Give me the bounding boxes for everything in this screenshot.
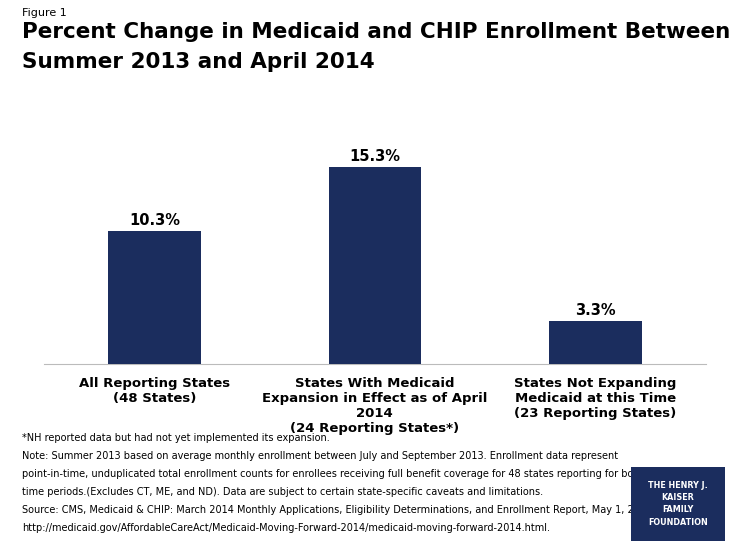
Text: THE HENRY J.
KAISER
FAMILY
FOUNDATION: THE HENRY J. KAISER FAMILY FOUNDATION xyxy=(648,481,708,527)
Text: Note: Summer 2013 based on average monthly enrollment between July and September: Note: Summer 2013 based on average month… xyxy=(22,451,618,461)
Text: http://medicaid.gov/AffordableCareAct/Medicaid-Moving-Forward-2014/medicaid-movi: http://medicaid.gov/AffordableCareAct/Me… xyxy=(22,523,550,533)
Text: *NH reported data but had not yet implemented its expansion.: *NH reported data but had not yet implem… xyxy=(22,433,330,442)
Text: time periods.(Excludes CT, ME, and ND). Data are subject to certain state-specif: time periods.(Excludes CT, ME, and ND). … xyxy=(22,487,543,497)
Text: point-in-time, unduplicated total enrollment counts for enrollees receiving full: point-in-time, unduplicated total enroll… xyxy=(22,469,644,479)
Bar xyxy=(549,321,642,364)
Bar xyxy=(108,231,201,364)
Text: 15.3%: 15.3% xyxy=(349,149,401,164)
Text: Source: CMS, Medicaid & CHIP: March 2014 Monthly Applications, Eligibility Deter: Source: CMS, Medicaid & CHIP: March 2014… xyxy=(22,505,656,515)
Text: Summer 2013 and April 2014: Summer 2013 and April 2014 xyxy=(22,52,375,72)
Text: 10.3%: 10.3% xyxy=(129,213,180,228)
Bar xyxy=(329,167,421,364)
Text: 3.3%: 3.3% xyxy=(575,303,616,318)
Text: Percent Change in Medicaid and CHIP Enrollment Between: Percent Change in Medicaid and CHIP Enro… xyxy=(22,22,731,42)
Text: Figure 1: Figure 1 xyxy=(22,8,67,18)
